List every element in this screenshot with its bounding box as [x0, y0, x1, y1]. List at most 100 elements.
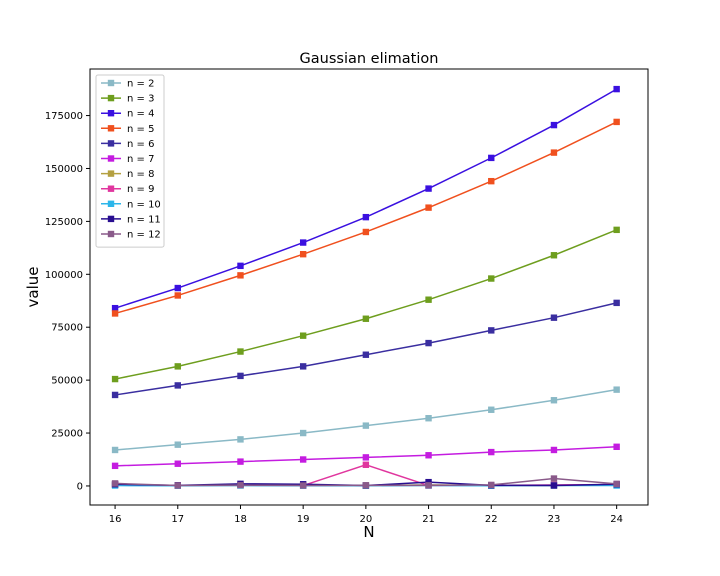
data-point [174, 382, 181, 389]
legend-label: n = 3 [127, 94, 154, 105]
x-axis-label: N [363, 523, 374, 541]
legend-marker [107, 110, 115, 117]
data-point [299, 482, 307, 489]
data-point [425, 415, 432, 422]
legend-item: n = 6 [101, 139, 154, 150]
data-point [425, 452, 432, 459]
data-point [237, 262, 244, 270]
data-point [425, 339, 432, 347]
data-point [613, 118, 620, 126]
legend-label: n = 5 [127, 124, 154, 135]
data-point [362, 228, 370, 236]
x-tick-label: 16 [109, 514, 122, 525]
data-point [488, 177, 495, 185]
data-point [111, 375, 119, 383]
x-tick-label: 19 [297, 514, 310, 525]
data-point [488, 275, 495, 282]
legend-label: n = 2 [127, 79, 154, 90]
data-point [237, 348, 244, 355]
data-point [613, 386, 620, 393]
legend-label: n = 10 [127, 199, 161, 210]
data-point [425, 482, 432, 489]
data-point [550, 252, 558, 259]
data-point [488, 327, 495, 334]
legend-marker [107, 185, 115, 192]
legend-item: n = 5 [101, 124, 154, 135]
y-axis-label: value [24, 267, 42, 308]
series-n-4 [111, 85, 620, 312]
data-point [237, 481, 244, 489]
series-n-5 [111, 118, 620, 317]
legend-marker [107, 125, 115, 132]
data-point [299, 456, 307, 463]
data-point [299, 429, 307, 437]
data-point [237, 436, 244, 443]
data-point [174, 460, 181, 467]
data-point [613, 226, 620, 234]
axes-frame [89, 68, 649, 506]
data-point [299, 239, 307, 246]
data-point [111, 480, 119, 487]
legend-marker [107, 215, 115, 223]
data-point [488, 481, 495, 489]
data-point [174, 441, 181, 448]
legend-marker [107, 140, 115, 147]
legend-label: n = 6 [127, 139, 154, 150]
data-point [550, 121, 558, 129]
legend-item: n = 4 [101, 109, 154, 120]
data-point [362, 454, 370, 461]
data-point [362, 482, 370, 489]
legend-item: n = 8 [101, 169, 154, 180]
series-n-3 [111, 226, 620, 383]
x-axis: 16 17 18 19 20 21 22 23 24 [109, 505, 623, 525]
data-point [111, 391, 119, 399]
data-point [362, 351, 370, 358]
data-point [299, 250, 307, 258]
data-point [111, 446, 119, 454]
legend-item: n = 2 [101, 79, 154, 90]
data-point [613, 299, 620, 307]
data-point [425, 296, 432, 303]
legend-marker [107, 94, 115, 102]
x-tick-label: 20 [359, 514, 372, 525]
legend: n = 2 n = 3 n = 4 n = 5 n = 6 n = 7 n = 8 n = 9… [95, 74, 165, 248]
plot-area [111, 85, 620, 489]
series-line [114, 88, 618, 309]
x-tick-label: 24 [610, 514, 623, 525]
legend-item: n = 3 [101, 94, 154, 105]
legend-marker [107, 230, 115, 238]
data-point [237, 372, 244, 380]
y-tick-label: 175000 [45, 111, 83, 122]
legend-marker [107, 79, 115, 87]
data-point [174, 284, 181, 292]
legend-item: n = 11 [101, 214, 161, 225]
x-tick-label: 22 [485, 514, 498, 525]
legend-item: n = 10 [101, 199, 161, 210]
data-point [237, 272, 244, 279]
y-axis: 0 25000 50000 75000 100000 125000 150000 175000 [45, 111, 90, 492]
series-line [115, 388, 617, 451]
data-point [425, 185, 432, 192]
series-n-2 [111, 386, 620, 454]
data-point [299, 332, 307, 339]
data-point [111, 310, 119, 317]
data-point [550, 475, 558, 482]
legend-label: n = 8 [127, 169, 154, 180]
series-n-12 [111, 475, 620, 489]
series-n-7 [111, 443, 620, 470]
y-tick-label: 0 [77, 481, 83, 492]
y-tick-label: 75000 [51, 323, 83, 334]
legend-item: n = 9 [101, 184, 154, 195]
y-tick-label: 50000 [51, 376, 83, 387]
series-n-6 [111, 299, 620, 399]
data-point [488, 154, 495, 162]
y-tick-label: 25000 [51, 429, 83, 440]
data-point [425, 204, 432, 211]
data-point [174, 482, 181, 489]
data-point [111, 304, 119, 312]
data-point [237, 458, 244, 465]
legend-marker [107, 170, 115, 177]
data-point [550, 446, 558, 454]
data-point [362, 213, 370, 221]
legend-label: n = 7 [127, 154, 154, 165]
